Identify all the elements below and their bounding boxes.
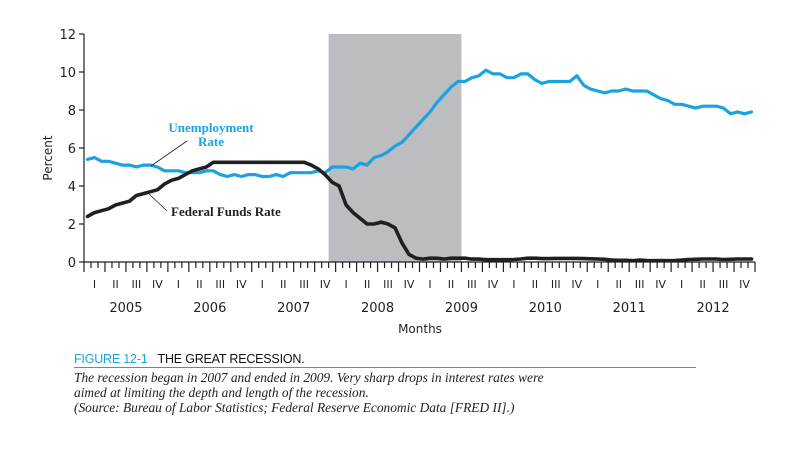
figure-caption: FIGURE 12-1 THE GREAT RECESSION. The rece… <box>74 352 696 415</box>
y-tick-label: 2 <box>68 218 76 233</box>
quarter-label: I <box>596 278 599 291</box>
quarter-label: IV <box>404 278 415 291</box>
y-tick-label: 12 <box>59 28 76 43</box>
quarter-label: III <box>299 278 309 291</box>
quarter-label: II <box>280 278 287 291</box>
quarter-label: II <box>364 278 371 291</box>
x-axis-label: Months <box>398 322 442 336</box>
caption-line: The recession began in 2007 and ended in… <box>74 370 544 385</box>
quarter-label: III <box>132 278 142 291</box>
annotation-unemployment-line2: Rate <box>198 134 224 149</box>
quarter-label: II <box>448 278 455 291</box>
annotation-fed-funds: Federal Funds Rate <box>171 204 281 219</box>
fed-funds-leader-line <box>147 192 168 212</box>
y-tick-label: 0 <box>68 256 76 271</box>
quarter-label: IV <box>236 278 247 291</box>
year-label: 2008 <box>361 301 394 316</box>
quarter-label: IV <box>655 278 666 291</box>
year-label: 2011 <box>613 301 646 316</box>
federal-funds-rate-line <box>85 160 754 263</box>
figure-description: The recession began in 2007 and ended in… <box>74 370 696 415</box>
quarter-label: II <box>532 278 539 291</box>
figure-number: FIGURE 12-1 <box>74 352 148 366</box>
year-label: 2005 <box>109 301 142 316</box>
quarter-label: III <box>635 278 645 291</box>
quarter-label: IV <box>488 278 499 291</box>
y-tick-label: 4 <box>68 180 76 195</box>
figure-title: THE GREAT RECESSION. <box>157 352 305 366</box>
quarter-label: III <box>383 278 393 291</box>
y-tick-label: 10 <box>59 66 76 81</box>
quarter-label: II <box>699 278 706 291</box>
y-tick-label: 8 <box>68 104 76 119</box>
quarter-label: I <box>93 278 96 291</box>
quarter-label: I <box>344 278 347 291</box>
quarter-label: III <box>551 278 561 291</box>
year-label: 2007 <box>277 301 310 316</box>
unemployment-leader-line <box>150 140 188 167</box>
quarter-label: III <box>467 278 477 291</box>
annotation-unemployment-line1: Unemployment <box>168 120 254 135</box>
quarter-label: IV <box>739 278 750 291</box>
quarter-label: I <box>680 278 683 291</box>
caption-line: aimed at limiting the depth and length o… <box>74 385 369 400</box>
year-label: 2010 <box>529 301 562 316</box>
y-axis-label: Percent <box>41 135 55 180</box>
quarter-label: I <box>428 278 431 291</box>
year-label: 2012 <box>697 301 730 316</box>
year-label: 2006 <box>193 301 226 316</box>
quarter-label: I <box>177 278 180 291</box>
caption-line: (Source: Bureau of Labor Statistics; Fed… <box>74 400 515 415</box>
y-tick-label: 6 <box>68 142 76 157</box>
quarter-label: III <box>215 278 225 291</box>
quarter-label: IV <box>152 278 163 291</box>
quarter-label: II <box>615 278 622 291</box>
quarter-label: II <box>112 278 119 291</box>
quarter-label: I <box>261 278 264 291</box>
quarter-label: III <box>719 278 729 291</box>
figure-heading: FIGURE 12-1 THE GREAT RECESSION. <box>74 352 696 368</box>
quarter-label: II <box>196 278 203 291</box>
year-label: 2009 <box>445 301 478 316</box>
quarter-label: I <box>512 278 515 291</box>
quarter-label: IV <box>571 278 582 291</box>
quarter-label: IV <box>320 278 331 291</box>
unemployment-rate-line <box>85 68 754 179</box>
